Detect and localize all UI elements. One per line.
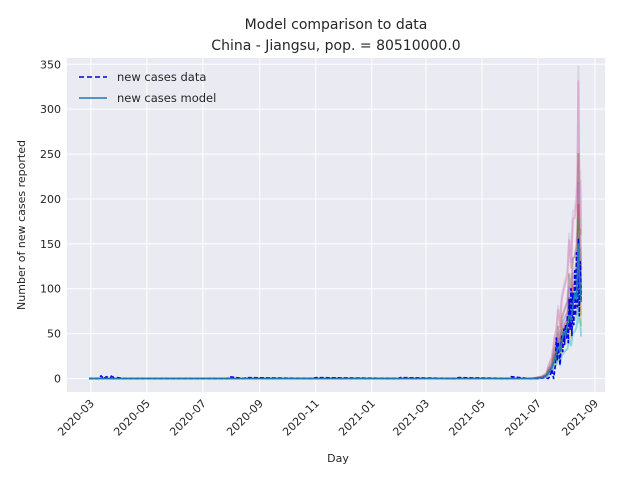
chart-subtitle: China - Jiangsu, pop. = 80510000.0 xyxy=(211,38,460,54)
y-tick-label: 250 xyxy=(40,148,61,161)
y-tick-label: 350 xyxy=(40,58,61,71)
y-axis-label: Number of new cases reported xyxy=(15,140,28,310)
legend: new cases data new cases model xyxy=(79,70,216,105)
y-tick-label: 200 xyxy=(40,193,61,206)
plot-area xyxy=(67,58,605,392)
x-axis-label: Day xyxy=(327,452,349,465)
y-tick-label: 100 xyxy=(40,283,61,296)
y-tick-label: 300 xyxy=(40,103,61,116)
y-tick-label: 0 xyxy=(54,373,61,386)
grid-lines xyxy=(67,58,605,392)
legend-label-model: new cases model xyxy=(117,91,216,105)
y-tick-label: 150 xyxy=(40,238,61,251)
y-tick-labels: 0 50 100 150 200 250 300 350 xyxy=(40,58,61,385)
legend-label-data: new cases data xyxy=(117,70,206,84)
series-lines xyxy=(89,238,582,380)
series-line-model xyxy=(89,243,582,380)
y-tick-label: 50 xyxy=(47,328,61,341)
chart-title: Model comparison to data xyxy=(245,17,428,33)
